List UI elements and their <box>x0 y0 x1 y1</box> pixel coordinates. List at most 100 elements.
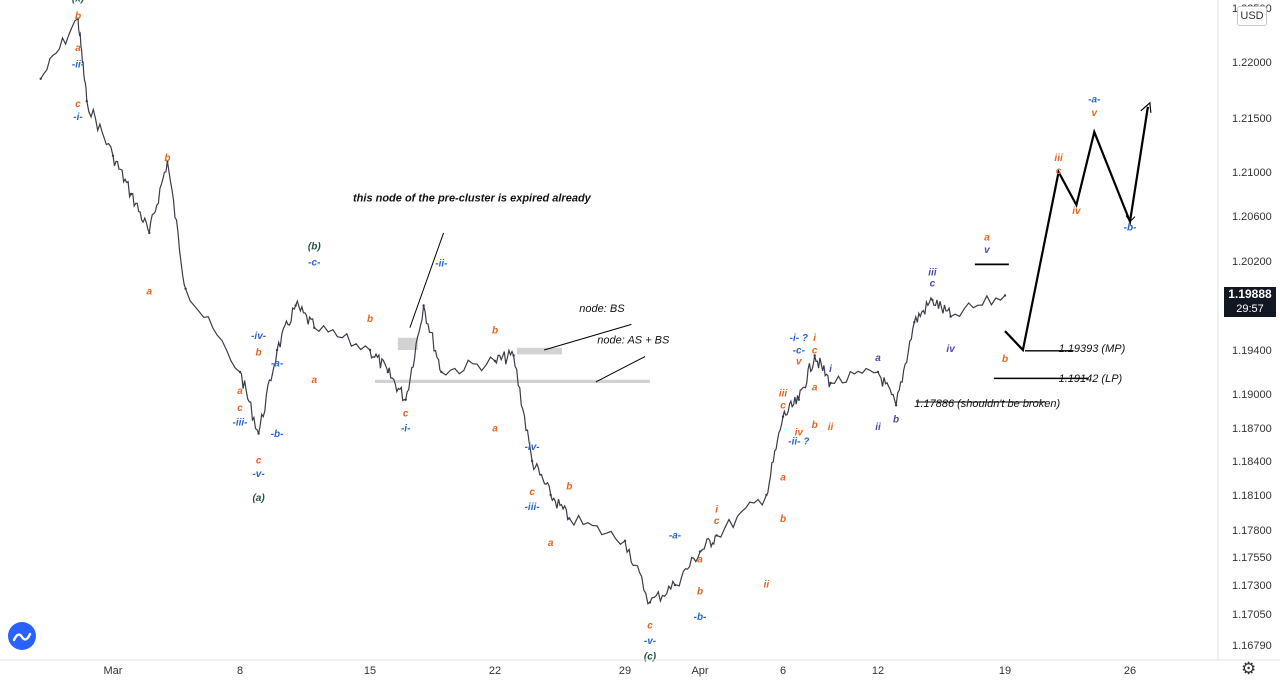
wave-label: v <box>1092 108 1099 119</box>
time-axis[interactable]: Mar 8 15 22 29 Apr 6 12 19 26 <box>104 665 1137 677</box>
currency-button[interactable]: USD <box>1237 6 1267 26</box>
price-tick-label: 1.16790 <box>1232 640 1272 652</box>
expired-node-zone <box>397 337 418 350</box>
annotation-text: 1.17886 (shouldn't be broken) <box>914 398 1060 410</box>
wave-label: -b- <box>271 429 284 440</box>
gear-icon[interactable]: ⚙ <box>1241 659 1257 678</box>
wave-label: b <box>367 314 373 325</box>
price-line <box>40 17 1006 605</box>
price-point <box>166 160 169 163</box>
price-point <box>648 601 652 604</box>
wave-label: i <box>813 333 816 344</box>
price-tick-label: 1.17800 <box>1232 525 1272 537</box>
price-tick-label: 1.21000 <box>1232 167 1272 179</box>
wave-label: -c- <box>793 345 806 356</box>
wave-label: iii <box>779 388 788 399</box>
node-as-bs-zone <box>375 379 650 383</box>
wave-label: -b- <box>694 612 707 623</box>
price-point <box>512 354 515 357</box>
logo-glyph-icon <box>12 632 32 642</box>
wave-label: -iii- <box>525 502 541 513</box>
price-point <box>797 398 800 401</box>
price-point <box>440 370 443 374</box>
wave-label: -iv- <box>251 331 267 342</box>
time-tick-label: 12 <box>872 665 884 677</box>
price-tick-label: 1.17050 <box>1232 609 1272 621</box>
wave-label: -v- <box>644 636 657 647</box>
annotations: this node of the pre-cluster is expired … <box>353 193 1126 410</box>
wave-label: (c) <box>644 651 657 662</box>
price-point <box>715 534 718 537</box>
price-point <box>368 348 372 352</box>
time-tick-label: Mar <box>104 665 123 677</box>
wave-label: b <box>566 481 572 492</box>
wave-label: iv <box>946 344 956 355</box>
price-point <box>111 154 115 157</box>
wave-label: b <box>1002 354 1008 365</box>
price-point <box>876 370 880 374</box>
annotation-text: 1.19142 (LP) <box>1059 373 1123 385</box>
price-tick-label: 1.21500 <box>1232 113 1272 125</box>
price-tick-label: 1.18700 <box>1232 423 1272 435</box>
time-tick-label: 29 <box>619 665 631 677</box>
node-zones <box>375 337 650 383</box>
price-tick-label: 1.20600 <box>1232 211 1272 223</box>
price-tick-label: 1.22000 <box>1232 57 1272 69</box>
price-point <box>386 370 390 374</box>
wave-label: -b- <box>1124 223 1137 234</box>
wave-label: -i- <box>401 423 411 434</box>
price-point <box>765 493 768 497</box>
wave-label: (a) <box>252 493 265 504</box>
price-point <box>404 398 407 401</box>
price-axis[interactable]: 1.225001.220001.215001.210001.206001.202… <box>1232 3 1272 652</box>
wave-label: iii <box>928 268 937 279</box>
wave-label: -iii- <box>233 418 249 429</box>
price-point <box>129 192 133 196</box>
wave-label: -a- <box>271 359 284 370</box>
last-price-tag: 1.19888 29:57 <box>1224 287 1276 317</box>
wave-label: b <box>697 586 703 597</box>
wave-label: b <box>256 348 262 359</box>
wave-label: c <box>403 409 409 420</box>
price-point <box>894 404 898 407</box>
wave-label: -ii- <box>435 259 448 270</box>
wave-label: b <box>893 414 899 425</box>
wave-label: b <box>164 153 170 164</box>
price-point <box>829 381 832 385</box>
wave-label: (b) <box>308 242 321 253</box>
wave-label: b <box>75 11 81 22</box>
wave-label: (x) <box>72 0 85 4</box>
wave-label: a <box>312 375 318 386</box>
wave-label: -ii- ? <box>788 437 809 448</box>
price-tick-label: 1.20200 <box>1232 256 1272 268</box>
wave-label: -c- <box>308 257 321 268</box>
price-point <box>238 370 242 374</box>
time-tick-label: 15 <box>364 665 376 677</box>
time-tick-label: 6 <box>780 665 786 677</box>
price-point <box>949 315 952 318</box>
wave-label: c <box>1056 166 1062 177</box>
arrow-head-icon <box>1140 101 1152 113</box>
price-series <box>39 17 1007 605</box>
wave-label: b <box>492 325 498 336</box>
node-bs-zone <box>517 347 562 355</box>
wave-label: b <box>812 420 818 431</box>
annotation-pointer <box>409 232 445 328</box>
price-point <box>493 359 497 363</box>
wave-label: -ii- <box>72 60 85 71</box>
time-tick-label: 22 <box>489 665 501 677</box>
wave-label: iv <box>1072 206 1082 217</box>
price-levels <box>409 232 1089 403</box>
price-tick-label: 1.17300 <box>1232 580 1272 592</box>
annotation-pointer <box>595 356 646 383</box>
wave-label: c <box>529 487 535 498</box>
price-point <box>39 77 42 81</box>
wave-label: a <box>697 555 703 566</box>
price-point <box>422 304 425 307</box>
wave-label: iii <box>1054 153 1063 164</box>
wave-label: i <box>715 505 718 516</box>
tradingview-logo-icon[interactable] <box>8 622 36 650</box>
wave-label: ii <box>828 422 834 433</box>
wave-label: v <box>984 245 991 256</box>
